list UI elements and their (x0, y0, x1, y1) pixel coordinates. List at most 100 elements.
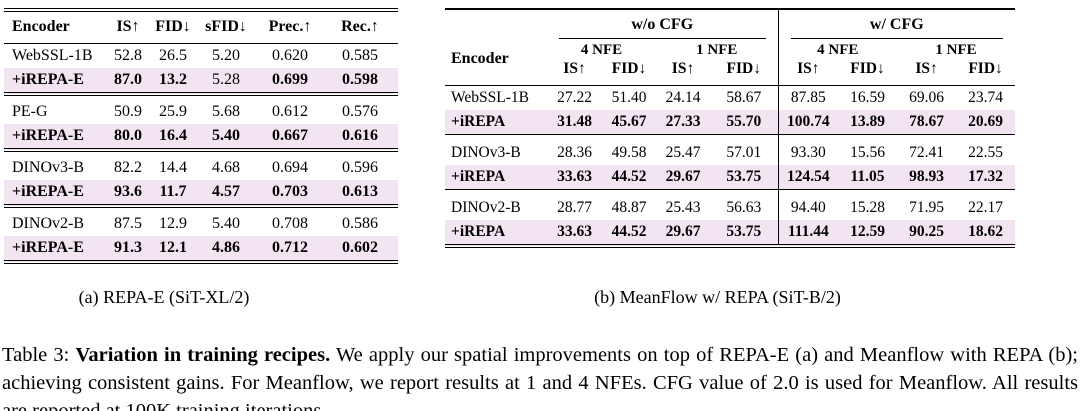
value-cell: 29.67 (656, 220, 710, 246)
value-cell: 0.613 (322, 180, 398, 206)
value-cell: 16.59 (850, 89, 885, 106)
value-cell: 33.63 (547, 220, 602, 246)
value-cell: 0.694 (272, 159, 308, 176)
subcaption-a: (a) REPA-E (SiT-XL/2) (78, 287, 250, 307)
value-cell: 26.5 (159, 47, 187, 64)
table-row: DINOv2-B 87.5 12.9 5.40 0.708 0.586 (4, 212, 398, 236)
value-cell: 0.712 (258, 236, 322, 262)
group-header-w-cfg: w/ CFG (777, 9, 1016, 39)
encoder-cell: WebSSL-1B (12, 47, 93, 64)
value-cell: 13.89 (838, 110, 898, 135)
subcaption-b: (b) MeanFlow w/ REPA (SiT-B/2) (594, 287, 841, 307)
table-meanflow-repa: Encoder w/o CFG w/ CFG 4 NFE 1 NFE 4 NFE… (445, 8, 1016, 248)
table-row: WebSSL-1B 27.22 51.40 24.14 58.67 87.85 16.59 6… (445, 85, 1015, 110)
group-separator-rule (445, 189, 779, 196)
value-cell: 12.59 (838, 220, 898, 246)
group-separator (445, 189, 1016, 196)
encoder-cell: +iREPA-E (4, 68, 104, 94)
group-separator (4, 148, 398, 156)
value-cell: 0.703 (258, 180, 322, 206)
value-cell: 0.602 (322, 236, 398, 262)
encoder-cell: +iREPA (445, 165, 547, 190)
table-row: DINOv3-B 82.2 14.4 4.68 0.694 0.596 (4, 156, 398, 180)
caption-text: We apply our spatial improvements on top… (2, 343, 1078, 411)
value-cell: 20.69 (956, 110, 1016, 135)
encoder-cell: +iREPA-E (4, 124, 104, 150)
encoder-cell: DINOv2-B (451, 199, 521, 216)
column-header-encoder: Encoder (445, 9, 547, 86)
value-cell: 14.4 (159, 159, 187, 176)
group-separator-rule (445, 134, 779, 141)
column-header-fid: FID↓ (838, 59, 898, 86)
group-separator-rule (777, 134, 1016, 141)
table-row: +iREPA-E 80.0 16.4 5.40 0.667 0.616 (4, 124, 398, 150)
value-cell: 16.4 (152, 124, 194, 150)
encoder-cell: +iREPA (445, 220, 547, 246)
value-cell: 93.6 (104, 180, 152, 206)
group-separator-rule (4, 92, 398, 100)
value-cell: 55.70 (710, 110, 779, 135)
value-cell: 51.40 (611, 89, 647, 106)
value-cell: 5.40 (194, 124, 258, 150)
column-header-is: IS↑ (897, 59, 957, 86)
value-cell: 0.598 (322, 68, 398, 94)
column-header-encoder: Encoder (4, 10, 104, 44)
value-cell: 78.67 (897, 110, 957, 135)
value-cell: 93.30 (777, 141, 839, 165)
column-header-fid: FID↓ (152, 10, 194, 44)
column-header-is: IS↑ (104, 10, 152, 44)
value-cell: 50.9 (114, 103, 142, 120)
value-cell: 27.33 (656, 110, 710, 135)
encoder-cell: DINOv2-B (12, 215, 84, 232)
group-separator (445, 134, 1016, 141)
value-cell: 0.620 (272, 47, 308, 64)
value-cell: 13.2 (152, 68, 194, 94)
value-cell: 124.54 (777, 165, 839, 190)
encoder-cell: DINOv3-B (451, 144, 521, 161)
value-cell: 0.708 (272, 215, 308, 232)
table-a-body: WebSSL-1B 52.8 26.5 5.20 0.620 0.585 +iREPA-E 8… (4, 44, 398, 262)
encoder-cell: DINOv3-B (12, 159, 84, 176)
value-cell: 90.25 (897, 220, 957, 246)
encoder-cell: PE-G (12, 103, 48, 120)
value-cell: 12.1 (152, 236, 194, 262)
value-cell: 100.74 (777, 110, 839, 135)
value-cell: 15.56 (850, 144, 885, 161)
table-row: +iREPA 31.48 45.67 27.33 55.70 100.74 13.89 78.… (445, 110, 1016, 135)
value-cell: 23.74 (968, 89, 1003, 106)
group-header-wo-cfg: w/o CFG (547, 9, 778, 39)
value-cell: 28.77 (557, 199, 592, 216)
table-row: +iREPA-E 87.0 13.2 5.28 0.699 0.598 (4, 68, 398, 94)
value-cell: 4.57 (194, 180, 258, 206)
column-header-sfid: sFID↓ (194, 10, 258, 44)
value-cell: 12.9 (159, 215, 187, 232)
value-cell: 87.5 (114, 215, 142, 232)
table-b-header: Encoder w/o CFG w/ CFG 4 NFE 1 NFE 4 NFE… (445, 9, 1016, 86)
value-cell: 53.75 (710, 165, 779, 190)
column-header-fid: FID↓ (956, 59, 1016, 86)
value-cell: 45.67 (602, 110, 656, 135)
value-cell: 91.3 (104, 236, 152, 262)
value-cell: 69.06 (909, 89, 944, 106)
subgroup-header-4nfe: 4 NFE (777, 39, 898, 59)
value-cell: 22.17 (968, 199, 1003, 216)
value-cell: 48.87 (611, 199, 647, 216)
value-cell: 18.62 (956, 220, 1016, 246)
encoder-cell: +iREPA-E (4, 180, 104, 206)
value-cell: 0.699 (258, 68, 322, 94)
column-header-rec: Rec.↑ (322, 10, 398, 44)
group-separator-rule (4, 148, 398, 156)
subgroup-header-4nfe: 4 NFE (580, 42, 623, 58)
table-row: +iREPA 33.63 44.52 29.67 53.75 124.54 11.05 98.… (445, 165, 1016, 190)
table-row: +iREPA-E 91.3 12.1 4.86 0.712 0.602 (4, 236, 398, 262)
value-cell: 0.596 (342, 159, 378, 176)
value-cell: 33.63 (547, 165, 602, 190)
value-cell: 11.05 (838, 165, 898, 190)
value-cell: 94.40 (777, 196, 839, 220)
column-header-prec: Prec.↑ (258, 10, 322, 44)
value-cell: 0.616 (322, 124, 398, 150)
value-cell: 71.95 (909, 199, 944, 216)
value-cell: 0.586 (342, 215, 378, 232)
table-row: DINOv3-B 28.36 49.58 25.47 57.01 93.30 15.56 72… (445, 141, 1015, 165)
